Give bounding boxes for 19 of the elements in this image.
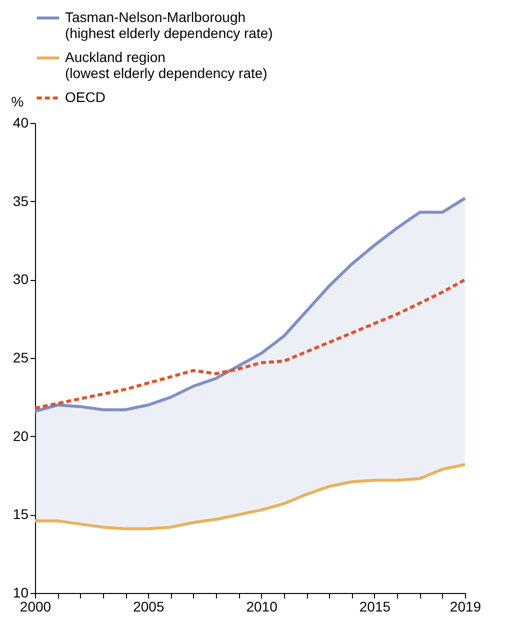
y-tick-label: 30 — [12, 271, 29, 288]
y-tick-label: 10 — [12, 584, 29, 600]
y-tick-label: 15 — [12, 506, 29, 522]
legend-label: Tasman-Nelson-Marlborough (highest elderly dependency rate) — [65, 9, 273, 41]
y-tick-label: 40 — [12, 114, 29, 130]
x-tick-label: 2015 — [359, 598, 391, 614]
y-axis-title: % — [11, 94, 24, 110]
legend-label: Auckland region (lowest elderly dependency rate) — [65, 49, 268, 81]
x-tick-label: 2010 — [246, 598, 278, 614]
x-tick-label: 2005 — [133, 598, 164, 614]
legend-label: OECD — [65, 89, 106, 105]
line-series — [34, 278, 466, 410]
x-tick-label: 2019 — [450, 598, 482, 614]
y-tick-label: 35 — [12, 192, 29, 209]
y-tick-label: 20 — [12, 428, 29, 444]
line-series — [34, 196, 466, 413]
y-tick-label: 25 — [12, 350, 29, 366]
line-series — [34, 463, 466, 530]
x-tick-label: 2000 — [20, 598, 52, 614]
